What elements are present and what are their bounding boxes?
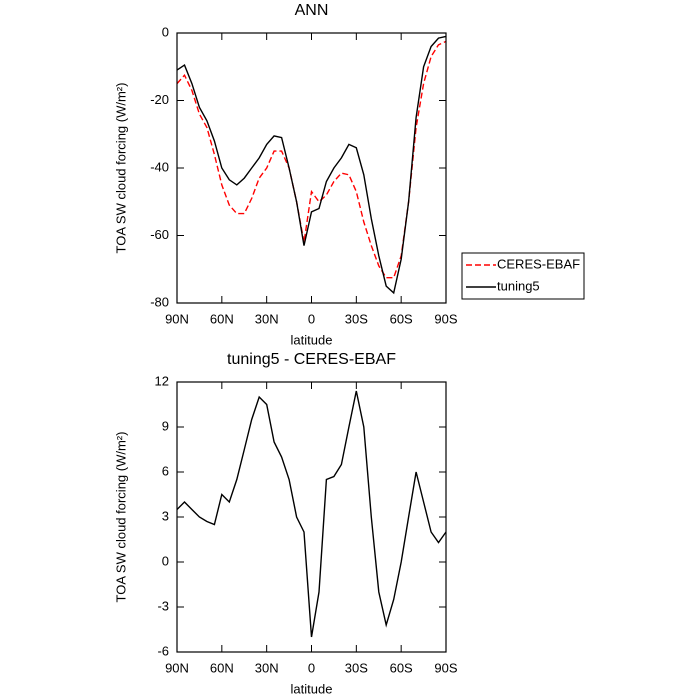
y-tick-label: 6 <box>162 463 169 478</box>
x-tick-label: 90S <box>434 311 457 326</box>
legend-label: CERES-EBAF <box>497 256 580 271</box>
x-tick-label: 60S <box>390 660 413 675</box>
y-tick-label: 3 <box>162 508 169 523</box>
y-tick-label: -20 <box>150 92 169 107</box>
y-tick-label: 12 <box>155 373 169 388</box>
chart-title: ANN <box>295 2 329 19</box>
y-axis-label: TOA SW cloud forcing (W/m²) <box>113 432 128 603</box>
x-tick-label: 90S <box>434 660 457 675</box>
x-tick-label: 30N <box>255 660 279 675</box>
x-axis-label: latitude <box>291 332 333 347</box>
data-line <box>176 35 447 295</box>
data-line <box>176 390 447 638</box>
legend-label: tuning5 <box>497 278 540 293</box>
x-tick-label: 60N <box>210 311 234 326</box>
y-tick-label: -6 <box>157 643 169 658</box>
x-tick-label: 30S <box>345 660 368 675</box>
plot-frame <box>176 32 447 304</box>
x-tick-label: 90N <box>165 660 189 675</box>
x-tick-label: 90N <box>165 311 189 326</box>
chart-title: tuning5 - CERES-EBAF <box>227 351 396 368</box>
x-tick-label: 0 <box>308 660 315 675</box>
data-line <box>176 40 447 279</box>
legend-box <box>461 252 585 300</box>
y-tick-label: -80 <box>150 294 169 309</box>
y-tick-label: -60 <box>150 227 169 242</box>
x-axis-label: latitude <box>291 681 333 696</box>
y-axis-label: TOA SW cloud forcing (W/m²) <box>113 83 128 254</box>
y-tick-label: 9 <box>162 418 169 433</box>
y-tick-label: -3 <box>157 598 169 613</box>
x-tick-label: 0 <box>308 311 315 326</box>
y-tick-label: 0 <box>162 553 169 568</box>
x-tick-label: 30S <box>345 311 368 326</box>
x-tick-label: 60N <box>210 660 234 675</box>
plot-frame <box>176 381 447 653</box>
y-tick-label: 0 <box>162 24 169 39</box>
x-tick-label: 60S <box>390 311 413 326</box>
x-tick-label: 30N <box>255 311 279 326</box>
y-tick-label: -40 <box>150 159 169 174</box>
